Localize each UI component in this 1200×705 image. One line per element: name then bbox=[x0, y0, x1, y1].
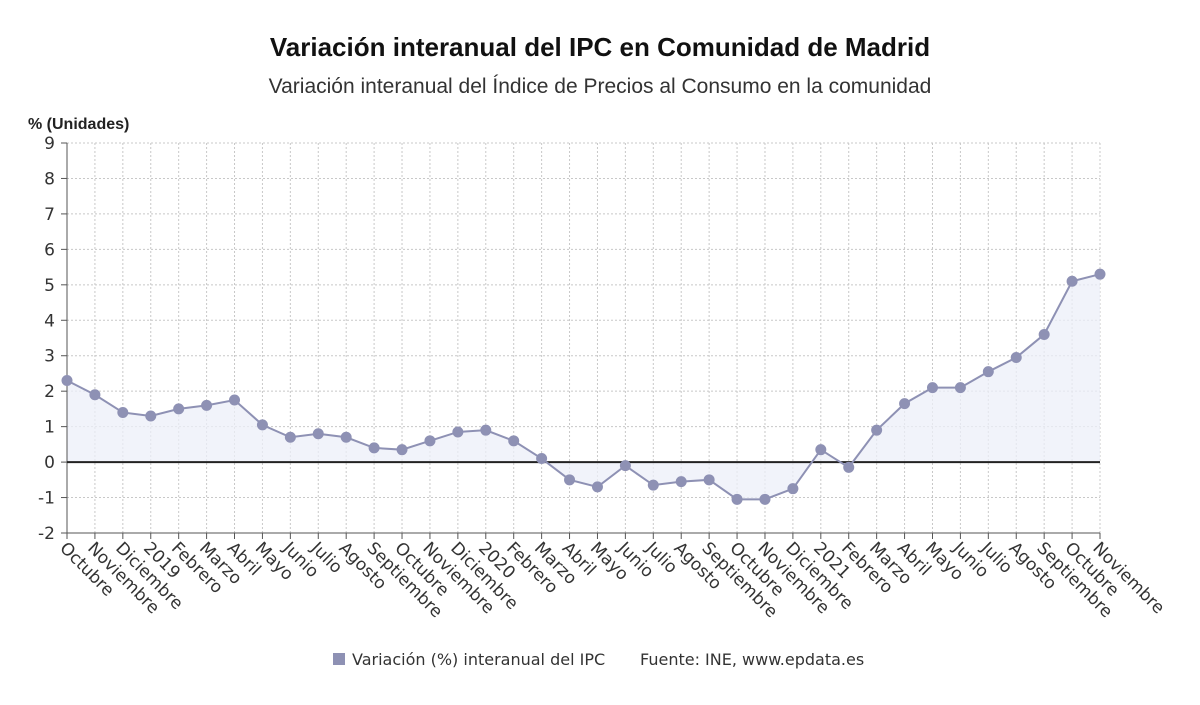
data-points bbox=[61, 268, 1106, 505]
data-point[interactable] bbox=[954, 382, 966, 394]
data-point[interactable] bbox=[871, 424, 883, 436]
chart-title: Variación interanual del IPC en Comunida… bbox=[270, 32, 930, 62]
data-point[interactable] bbox=[536, 453, 548, 465]
data-point[interactable] bbox=[591, 481, 603, 493]
y-tick-label: 9 bbox=[44, 134, 55, 154]
data-point[interactable] bbox=[396, 444, 408, 456]
y-tick-label: -2 bbox=[38, 524, 55, 544]
data-point[interactable] bbox=[452, 426, 464, 438]
y-tick-label: 7 bbox=[44, 205, 55, 225]
data-point[interactable] bbox=[368, 442, 380, 454]
x-tick-labels: OctubreNoviembreDiciembre2019FebreroMarz… bbox=[55, 538, 1168, 622]
data-point[interactable] bbox=[982, 366, 994, 378]
y-tick-label: 0 bbox=[44, 453, 55, 473]
area-fill bbox=[67, 274, 1100, 500]
data-point[interactable] bbox=[284, 431, 296, 443]
legend-source: Fuente: INE, www.epdata.es bbox=[640, 650, 864, 669]
data-point[interactable] bbox=[703, 474, 715, 486]
y-tick-labels: -2 -1 0 1 2 3 4 5 6 7 8 9 bbox=[38, 134, 55, 544]
legend-swatch-icon bbox=[333, 653, 345, 665]
data-point[interactable] bbox=[1038, 328, 1050, 340]
y-tick-label: 2 bbox=[44, 382, 55, 402]
data-point[interactable] bbox=[1066, 275, 1078, 287]
data-point[interactable] bbox=[117, 406, 129, 418]
legend-series-label: Variación (%) interanual del IPC bbox=[352, 650, 605, 669]
data-point[interactable] bbox=[815, 444, 827, 456]
y-tick-label: 4 bbox=[44, 311, 55, 331]
data-point[interactable] bbox=[312, 428, 324, 440]
y-tick-label: 1 bbox=[44, 418, 55, 438]
y-axis-title: % (Unidades) bbox=[28, 116, 129, 133]
data-point[interactable] bbox=[480, 424, 492, 436]
data-point[interactable] bbox=[647, 479, 659, 491]
data-point[interactable] bbox=[1010, 352, 1022, 363]
data-point[interactable] bbox=[508, 435, 520, 447]
y-tick-label: 3 bbox=[44, 347, 55, 367]
data-point[interactable] bbox=[619, 460, 631, 472]
y-tick-label: -1 bbox=[38, 489, 55, 509]
data-point[interactable] bbox=[145, 410, 157, 422]
data-point[interactable] bbox=[843, 461, 855, 473]
data-point[interactable] bbox=[229, 394, 241, 406]
data-point[interactable] bbox=[173, 403, 185, 415]
data-point[interactable] bbox=[759, 493, 771, 505]
data-point[interactable] bbox=[340, 431, 352, 443]
data-point[interactable] bbox=[675, 476, 687, 488]
y-tick-label: 5 bbox=[44, 276, 55, 296]
data-point[interactable] bbox=[89, 389, 101, 401]
series-area bbox=[67, 274, 1100, 500]
chart-subtitle: Variación interanual del Índice de Preci… bbox=[269, 75, 932, 98]
data-point[interactable] bbox=[1094, 268, 1106, 280]
data-point[interactable] bbox=[564, 474, 576, 486]
axes bbox=[61, 142, 1101, 539]
data-point[interactable] bbox=[926, 382, 938, 394]
legend: Variación (%) interanual del IPC Fuente:… bbox=[333, 650, 864, 669]
y-tick-label: 6 bbox=[44, 240, 55, 260]
data-point[interactable] bbox=[61, 375, 73, 387]
data-point[interactable] bbox=[899, 398, 911, 410]
data-point[interactable] bbox=[731, 493, 743, 505]
data-point[interactable] bbox=[201, 399, 213, 411]
y-tick-label: 8 bbox=[44, 169, 55, 189]
data-point[interactable] bbox=[424, 435, 436, 447]
data-point[interactable] bbox=[787, 483, 799, 495]
data-point[interactable] bbox=[256, 419, 268, 431]
